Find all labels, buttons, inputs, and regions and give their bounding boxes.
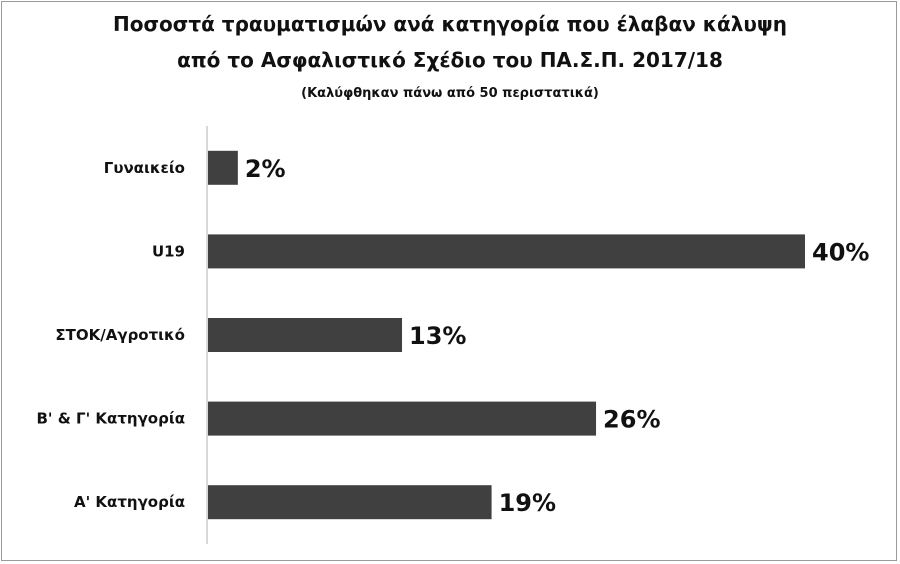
category-label: Α' Κατηγορία [74, 493, 185, 511]
data-label: 13% [409, 322, 466, 350]
bar [208, 318, 403, 352]
data-label: 40% [812, 238, 869, 266]
bar [208, 234, 805, 269]
data-label: 19% [499, 489, 556, 517]
category-label: U19 [152, 242, 185, 260]
bar [208, 150, 238, 185]
category-label: Β' & Γ' Κατηγορία [36, 410, 185, 428]
bar [208, 401, 597, 436]
category-label: ΣΤΟΚ/Αγροτικό [55, 326, 185, 344]
category-label: Γυναικείο [104, 159, 185, 177]
data-label: 2% [245, 155, 286, 183]
chart-subtitle: (Καλύφθηκαν πάνω από 50 περιστατικά) [301, 86, 599, 101]
chart-title-line2: από το Ασφαλιστικό Σχέδιο του ΠΑ.Σ.Π. 20… [177, 48, 723, 72]
bar [208, 485, 492, 520]
data-label: 26% [603, 406, 660, 434]
chart-title: Ποσοστά τραυματισμών ανά κατηγορία που έ… [112, 12, 788, 36]
